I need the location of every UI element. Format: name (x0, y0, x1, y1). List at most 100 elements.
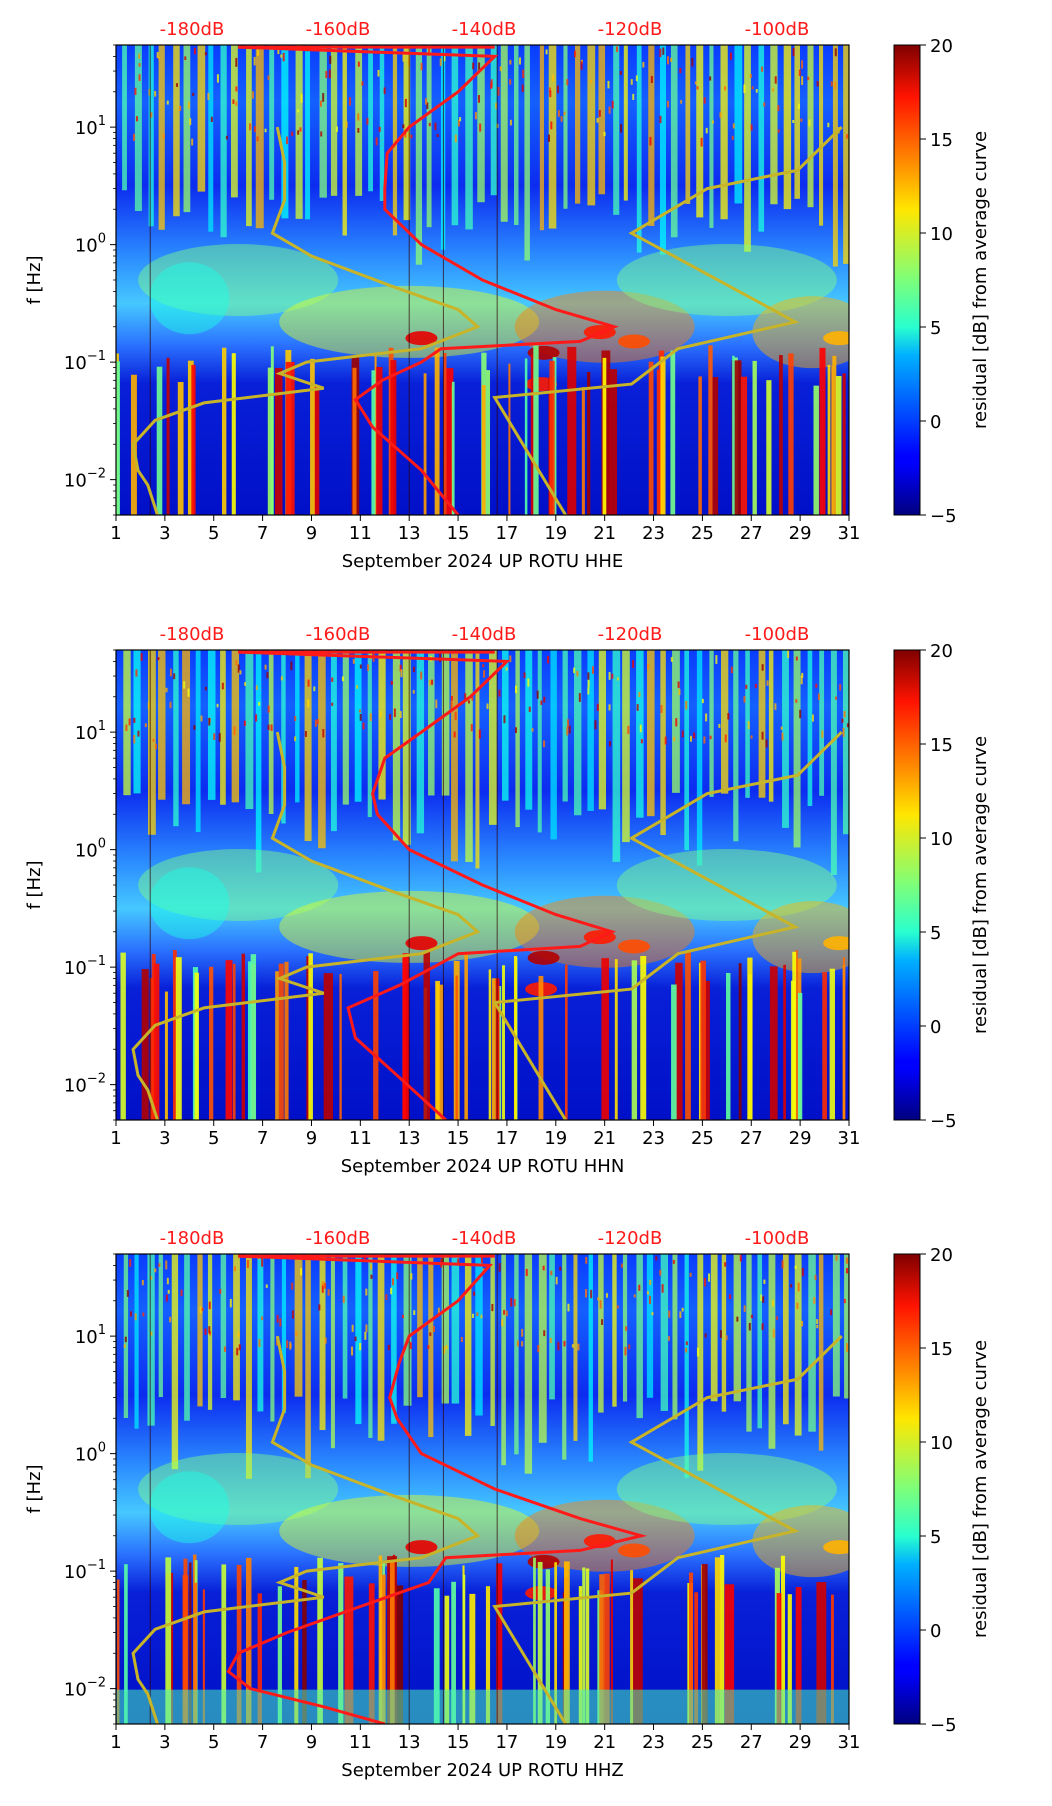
speckle (765, 739, 768, 748)
speckle (233, 726, 236, 736)
speckle (400, 669, 403, 678)
daily-streak (245, 1254, 252, 1479)
speckle (781, 732, 784, 741)
lowfreq-spike (714, 1557, 721, 1724)
daily-streak (598, 650, 606, 810)
daily-streak (183, 45, 191, 213)
lowfreq-spike (842, 964, 846, 1120)
speckle (816, 81, 819, 87)
db-scale-label: -160dB (306, 19, 371, 40)
speckle (608, 704, 611, 711)
lowfreq-spike (670, 350, 676, 515)
speckle (499, 66, 502, 72)
speckle (800, 675, 803, 685)
speckle (830, 81, 833, 87)
daily-streak (270, 1254, 275, 1422)
speckle (357, 61, 360, 67)
speckle (235, 57, 238, 67)
lowfreq-spike (433, 1588, 440, 1724)
speckle (345, 121, 348, 128)
speckle (557, 110, 560, 117)
daily-streak (158, 1254, 163, 1398)
speckle (807, 76, 810, 81)
speckle (135, 116, 138, 122)
speckle (238, 1344, 241, 1351)
colorbar-tick-label: −5 (930, 1111, 957, 1132)
speckle (219, 1289, 222, 1294)
daily-streak (230, 45, 238, 198)
speckle (365, 1288, 368, 1296)
plot-area (116, 45, 849, 515)
daily-streak (465, 45, 473, 230)
speckle (509, 655, 512, 663)
speckle (476, 1312, 479, 1317)
speckle (571, 1344, 574, 1348)
speckle (611, 673, 614, 679)
speckle (736, 1316, 739, 1322)
daily-streak (818, 1254, 824, 1451)
speckle (229, 1298, 232, 1308)
x-tick-label: 29 (789, 1128, 812, 1149)
speckle (681, 1307, 684, 1312)
speckle (842, 727, 845, 737)
speckle (321, 1280, 324, 1287)
speckle (666, 100, 669, 108)
speckle (555, 1276, 558, 1285)
speckle (300, 93, 303, 103)
speckle (150, 112, 153, 118)
lowfreq-spike (209, 966, 214, 1120)
lowfreq-spike (578, 1586, 583, 1724)
speckle (632, 93, 635, 100)
hot-spot (823, 936, 849, 951)
speckle (261, 1316, 264, 1321)
noise-model-low-curve (131, 1335, 481, 1724)
speckle (556, 85, 559, 94)
lowfreq-spike (502, 965, 505, 1120)
lowfreq-spike (698, 962, 702, 1120)
speckle (325, 71, 328, 79)
daily-streak (182, 650, 191, 805)
speckle (540, 700, 543, 705)
daily-streak (587, 45, 596, 206)
lowfreq-spike (153, 963, 160, 1120)
spectrogram-panel-1: 1 3 5 7 9 11 13 15 17 19 21 23 25 27 29 3110−210−110010… (24, 19, 991, 572)
speckle (472, 62, 475, 70)
speckle (566, 79, 569, 86)
speckle (480, 1255, 483, 1264)
speckle (154, 1268, 157, 1273)
daily-streak (613, 45, 620, 215)
daily-streak (465, 650, 473, 862)
daily-streak (330, 650, 337, 832)
x-tick-label: 9 (306, 1128, 317, 1149)
speckle (827, 122, 830, 128)
speckle (236, 1347, 239, 1356)
speckle (208, 1301, 211, 1310)
daily-streak (768, 650, 774, 802)
speckle (141, 1279, 144, 1286)
speckle (724, 86, 727, 91)
speckle (616, 677, 619, 681)
lowfreq-spike (141, 969, 149, 1120)
speckle (630, 79, 633, 85)
speckle (646, 1290, 649, 1295)
lowfreq-spike (632, 1578, 643, 1724)
speckle (628, 1344, 631, 1350)
daily-streak (550, 650, 557, 840)
speckle (573, 667, 576, 674)
speckle (587, 672, 590, 680)
hot-spot (617, 334, 650, 349)
daily-streak (844, 1254, 849, 1399)
speckle (638, 1284, 641, 1291)
lowfreq-spike (585, 1568, 590, 1724)
microseism-band (149, 262, 230, 335)
speckle (640, 739, 643, 744)
daily-streak (147, 650, 156, 835)
speckle (685, 700, 688, 710)
lowfreq-spike (694, 1592, 699, 1724)
daily-streak (660, 650, 666, 836)
lowfreq-spike (310, 358, 315, 515)
x-tick-label: 19 (544, 523, 567, 544)
speckle (173, 673, 176, 680)
hot-spot (405, 1540, 438, 1555)
x-tick-label: 13 (398, 1732, 421, 1753)
